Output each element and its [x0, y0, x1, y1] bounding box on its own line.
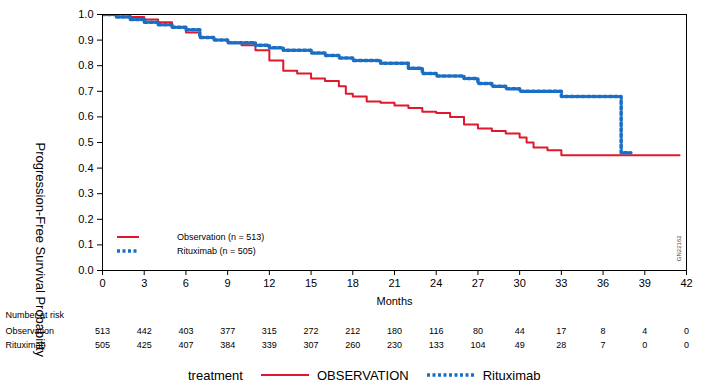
- svg-text:0.0: 0.0: [78, 264, 93, 276]
- svg-text:6: 6: [183, 277, 189, 289]
- svg-text:21: 21: [388, 277, 400, 289]
- svg-text:230: 230: [387, 340, 402, 350]
- svg-text:9: 9: [225, 277, 231, 289]
- svg-text:80: 80: [473, 326, 483, 336]
- svg-text:0: 0: [684, 340, 689, 350]
- svg-text:8: 8: [601, 326, 606, 336]
- svg-text:180: 180: [387, 326, 402, 336]
- svg-text:49: 49: [515, 340, 525, 350]
- svg-text:505: 505: [95, 340, 110, 350]
- svg-text:17: 17: [556, 326, 566, 336]
- html-text:Rituximab (n = 505): Rituximab (n = 505): [177, 246, 256, 256]
- html-text:Observation (n = 513): Observation (n = 513): [177, 232, 265, 242]
- svg-text:1.0: 1.0: [78, 8, 93, 20]
- svg-text:33: 33: [555, 277, 567, 289]
- svg-text:Months: Months: [376, 295, 413, 307]
- svg-text:Progression-Free Survival Prob: Progression-Free Survival Probability: [33, 142, 49, 358]
- svg-text:339: 339: [262, 340, 277, 350]
- svg-text:0.4: 0.4: [78, 162, 93, 174]
- svg-text:0.9: 0.9: [78, 34, 93, 46]
- svg-text:0: 0: [99, 277, 105, 289]
- svg-text:384: 384: [220, 340, 235, 350]
- svg-text:12: 12: [263, 277, 275, 289]
- svg-text:0.5: 0.5: [78, 136, 93, 148]
- svg-text:0: 0: [642, 340, 647, 350]
- svg-text:Rituximab: Rituximab: [6, 340, 46, 350]
- svg-text:315: 315: [262, 326, 277, 336]
- svg-text:18: 18: [347, 277, 359, 289]
- svg-text:3: 3: [141, 277, 147, 289]
- svg-text:0.6: 0.6: [78, 110, 93, 122]
- svg-text:0.7: 0.7: [78, 85, 93, 97]
- svg-text:0.8: 0.8: [78, 59, 93, 71]
- svg-text:260: 260: [345, 340, 360, 350]
- svg-text:Number at risk: Number at risk: [6, 310, 65, 320]
- svg-text:442: 442: [137, 326, 152, 336]
- svg-text:0.2: 0.2: [78, 213, 93, 225]
- svg-text:42: 42: [680, 277, 692, 289]
- svg-text:Observation: Observation: [6, 326, 55, 336]
- svg-text:36: 36: [597, 277, 609, 289]
- svg-text:15: 15: [305, 277, 317, 289]
- svg-text:28: 28: [556, 340, 566, 350]
- svg-text:272: 272: [304, 326, 319, 336]
- svg-text:212: 212: [345, 326, 360, 336]
- html-text:treatment: treatment: [188, 367, 243, 383]
- svg-text:0.1: 0.1: [78, 238, 93, 250]
- svg-text:307: 307: [304, 340, 319, 350]
- svg-text:GN22162: GN22162: [676, 235, 682, 261]
- svg-text:116: 116: [429, 326, 443, 336]
- svg-text:403: 403: [178, 326, 193, 336]
- svg-text:133: 133: [429, 340, 444, 350]
- svg-text:377: 377: [220, 326, 235, 336]
- svg-text:44: 44: [515, 326, 525, 336]
- svg-text:513: 513: [95, 326, 110, 336]
- svg-text:27: 27: [472, 277, 484, 289]
- html-text:Rituximab: Rituximab: [482, 367, 541, 383]
- svg-text:0.3: 0.3: [78, 187, 93, 199]
- svg-text:4: 4: [642, 326, 647, 336]
- svg-text:425: 425: [137, 340, 152, 350]
- svg-text:24: 24: [430, 277, 442, 289]
- svg-text:7: 7: [601, 340, 606, 350]
- svg-text:104: 104: [470, 340, 485, 350]
- svg-text:0: 0: [684, 326, 689, 336]
- html-text:OBSERVATION: OBSERVATION: [316, 367, 409, 383]
- svg-text:407: 407: [178, 340, 193, 350]
- svg-text:30: 30: [514, 277, 526, 289]
- svg-text:39: 39: [639, 277, 651, 289]
